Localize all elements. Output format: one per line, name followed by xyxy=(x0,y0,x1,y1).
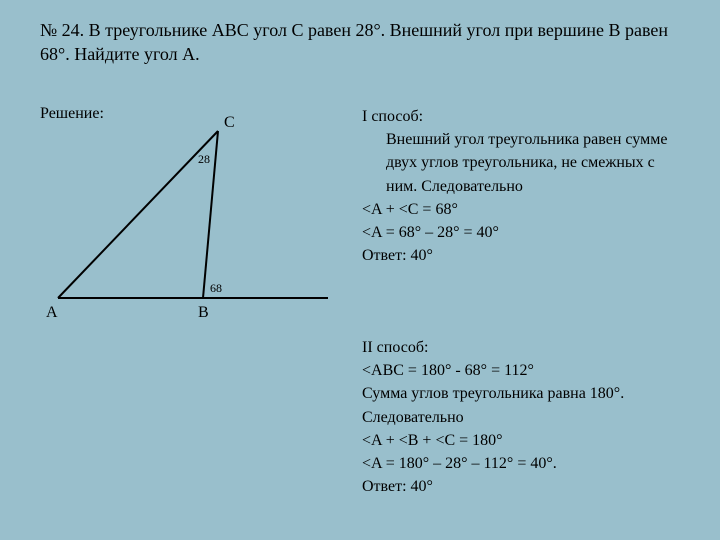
method2-line1: <ABC = 180° - 68° = 112° xyxy=(362,359,688,382)
method1-answer: Ответ: 40° xyxy=(362,244,688,267)
method1-line1: Внешний угол треугольника равен сумме дв… xyxy=(362,128,688,198)
method-2-block: II способ: <ABC = 180° - 68° = 112° Сумм… xyxy=(362,336,688,498)
method1-line3: <A = 68° – 28° = 40° xyxy=(362,221,688,244)
vertex-c-label: C xyxy=(224,114,235,132)
vertex-a-label: A xyxy=(46,304,58,322)
method1-title: I способ: xyxy=(362,105,688,128)
triangle-diagram: A B C 28 68 xyxy=(40,110,340,340)
method2-line4: <A = 180° – 28° – 112° = 40°. xyxy=(362,452,688,475)
angle-c-label: 28 xyxy=(198,152,210,167)
method-1-block: I способ: Внешний угол треугольника раве… xyxy=(362,105,688,267)
vertex-b-label: B xyxy=(198,304,209,322)
triangle-svg xyxy=(40,110,340,340)
method2-line3: <A + <B + <C = 180° xyxy=(362,429,688,452)
method2-answer: Ответ: 40° xyxy=(362,475,688,498)
problem-statement: № 24. В треугольнике АВС угол С равен 28… xyxy=(40,18,680,67)
method2-title: II способ: xyxy=(362,336,688,359)
angle-b-ext-label: 68 xyxy=(210,281,222,296)
method1-line2: <A + <C = 68° xyxy=(362,198,688,221)
line-ac xyxy=(58,131,218,298)
method2-line2: Сумма углов треугольника равна 180°. Сле… xyxy=(362,382,688,428)
